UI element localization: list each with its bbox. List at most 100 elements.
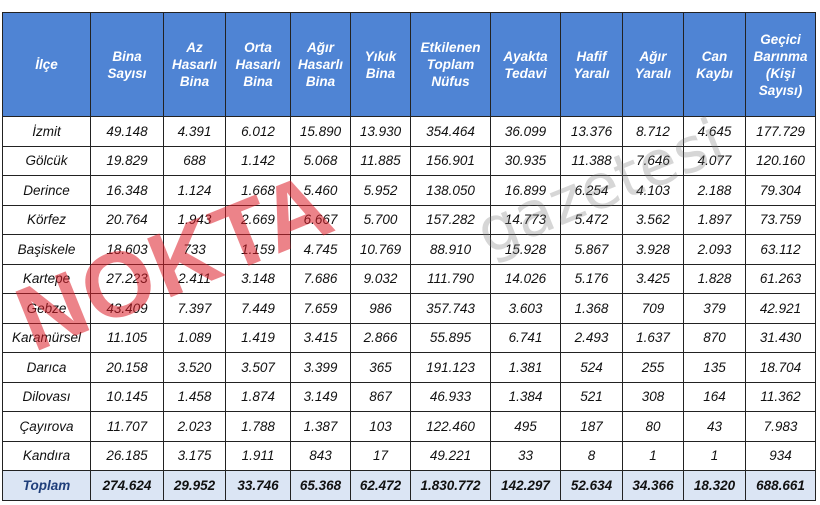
value-cell: 13.376: [560, 116, 623, 147]
value-cell: 3.149: [290, 381, 351, 412]
value-cell: 26.185: [90, 440, 164, 471]
district-cell: Gebze: [2, 293, 91, 324]
header-cell: Orta Hasarlı Bina: [225, 12, 291, 117]
value-cell: 11.388: [560, 145, 623, 176]
value-cell: 255: [622, 352, 684, 383]
header-row: İlçe Bina Sayısı Az Hasarlı Bina Orta Hasar…: [2, 12, 816, 117]
value-cell: 2.093: [683, 234, 746, 265]
value-cell: 1.089: [163, 322, 226, 353]
value-cell: 135: [683, 352, 746, 383]
value-cell: 14.026: [490, 263, 561, 294]
total-cell: 688.661: [745, 470, 816, 501]
header-cell: Etkilenen Toplam Nüfus: [410, 12, 491, 117]
value-cell: 1.897: [683, 204, 746, 235]
value-cell: 10.145: [90, 381, 164, 412]
table-row: Derince 16.348 1.124 1.668 5.460 5.952 138.050…: [2, 175, 816, 206]
value-cell: 80: [622, 411, 684, 442]
value-cell: 365: [350, 352, 411, 383]
value-cell: 3.507: [225, 352, 291, 383]
total-cell: 18.320: [683, 470, 746, 501]
header-cell: Az Hasarlı Bina: [163, 12, 226, 117]
value-cell: 164: [683, 381, 746, 412]
value-cell: 733: [163, 234, 226, 265]
value-cell: 6.012: [225, 116, 291, 147]
total-label: Toplam: [2, 470, 91, 501]
table-row: Gebze 43.409 7.397 7.449 7.659 986 357.743 3.60…: [2, 293, 816, 324]
value-cell: 521: [560, 381, 623, 412]
value-cell: 88.910: [410, 234, 491, 265]
value-cell: 8.712: [622, 116, 684, 147]
table-row: Başiskele 18.603 733 1.159 4.745 10.769 88.910…: [2, 234, 816, 265]
value-cell: 177.729: [745, 116, 816, 147]
value-cell: 3.425: [622, 263, 684, 294]
value-cell: 709: [622, 293, 684, 324]
value-cell: 6.667: [290, 204, 351, 235]
value-cell: 5.700: [350, 204, 411, 235]
value-cell: 11.105: [90, 322, 164, 353]
value-cell: 43: [683, 411, 746, 442]
value-cell: 2.023: [163, 411, 226, 442]
value-cell: 4.391: [163, 116, 226, 147]
value-cell: 3.175: [163, 440, 226, 471]
value-cell: 7.646: [622, 145, 684, 176]
value-cell: 6.254: [560, 175, 623, 206]
total-cell: 29.952: [163, 470, 226, 501]
value-cell: 73.759: [745, 204, 816, 235]
value-cell: 2.411: [163, 263, 226, 294]
value-cell: 1.668: [225, 175, 291, 206]
value-cell: 2.188: [683, 175, 746, 206]
header-cell: Yıkık Bina: [350, 12, 411, 117]
value-cell: 30.935: [490, 145, 561, 176]
value-cell: 7.686: [290, 263, 351, 294]
total-cell: 274.624: [90, 470, 164, 501]
value-cell: 1.874: [225, 381, 291, 412]
value-cell: 55.895: [410, 322, 491, 353]
value-cell: 1.368: [560, 293, 623, 324]
table-row: Gölcük 19.829 688 1.142 5.068 11.885 156.901 30…: [2, 145, 816, 176]
total-cell: 34.366: [622, 470, 684, 501]
table-row: Darıca 20.158 3.520 3.507 3.399 365 191.123 1.3…: [2, 352, 816, 383]
district-cell: Çayırova: [2, 411, 91, 442]
value-cell: 1.828: [683, 263, 746, 294]
value-cell: 870: [683, 322, 746, 353]
value-cell: 7.397: [163, 293, 226, 324]
value-cell: 4.103: [622, 175, 684, 206]
value-cell: 1: [683, 440, 746, 471]
value-cell: 4.645: [683, 116, 746, 147]
value-cell: 49.148: [90, 116, 164, 147]
value-cell: 5.867: [560, 234, 623, 265]
header-cell: Can Kaybı: [683, 12, 746, 117]
value-cell: 79.304: [745, 175, 816, 206]
district-cell: İzmit: [2, 116, 91, 147]
value-cell: 1.384: [490, 381, 561, 412]
value-cell: 986: [350, 293, 411, 324]
value-cell: 10.769: [350, 234, 411, 265]
value-cell: 5.176: [560, 263, 623, 294]
value-cell: 18.603: [90, 234, 164, 265]
value-cell: 5.472: [560, 204, 623, 235]
value-cell: 103: [350, 411, 411, 442]
district-cell: Dilovası: [2, 381, 91, 412]
header-cell: Ağır Yaralı: [622, 12, 684, 117]
value-cell: 156.901: [410, 145, 491, 176]
header-cell: İlçe: [2, 12, 91, 117]
header-cell: Ayakta Tedavi: [490, 12, 561, 117]
table-row: Kandıra 26.185 3.175 1.911 843 17 49.221 33 8 1 1 9…: [2, 440, 816, 471]
value-cell: 1.381: [490, 352, 561, 383]
value-cell: 2.669: [225, 204, 291, 235]
value-cell: 111.790: [410, 263, 491, 294]
value-cell: 17: [350, 440, 411, 471]
value-cell: 46.933: [410, 381, 491, 412]
table-row: Karamürsel 11.105 1.089 1.419 3.415 2.866 55.8…: [2, 322, 816, 353]
total-cell: 33.746: [225, 470, 291, 501]
total-row: Toplam 274.624 29.952 33.746 65.368 62.472 1.8…: [2, 470, 816, 501]
value-cell: 63.112: [745, 234, 816, 265]
value-cell: 16.348: [90, 175, 164, 206]
value-cell: 5.952: [350, 175, 411, 206]
district-cell: Karamürsel: [2, 322, 91, 353]
district-cell: Darıca: [2, 352, 91, 383]
value-cell: 843: [290, 440, 351, 471]
damage-table: İlçe Bina Sayısı Az Hasarlı Bina Orta Hasar…: [2, 12, 816, 501]
table-row: Körfez 20.764 1.943 2.669 6.667 5.700 157.282 1…: [2, 204, 816, 235]
